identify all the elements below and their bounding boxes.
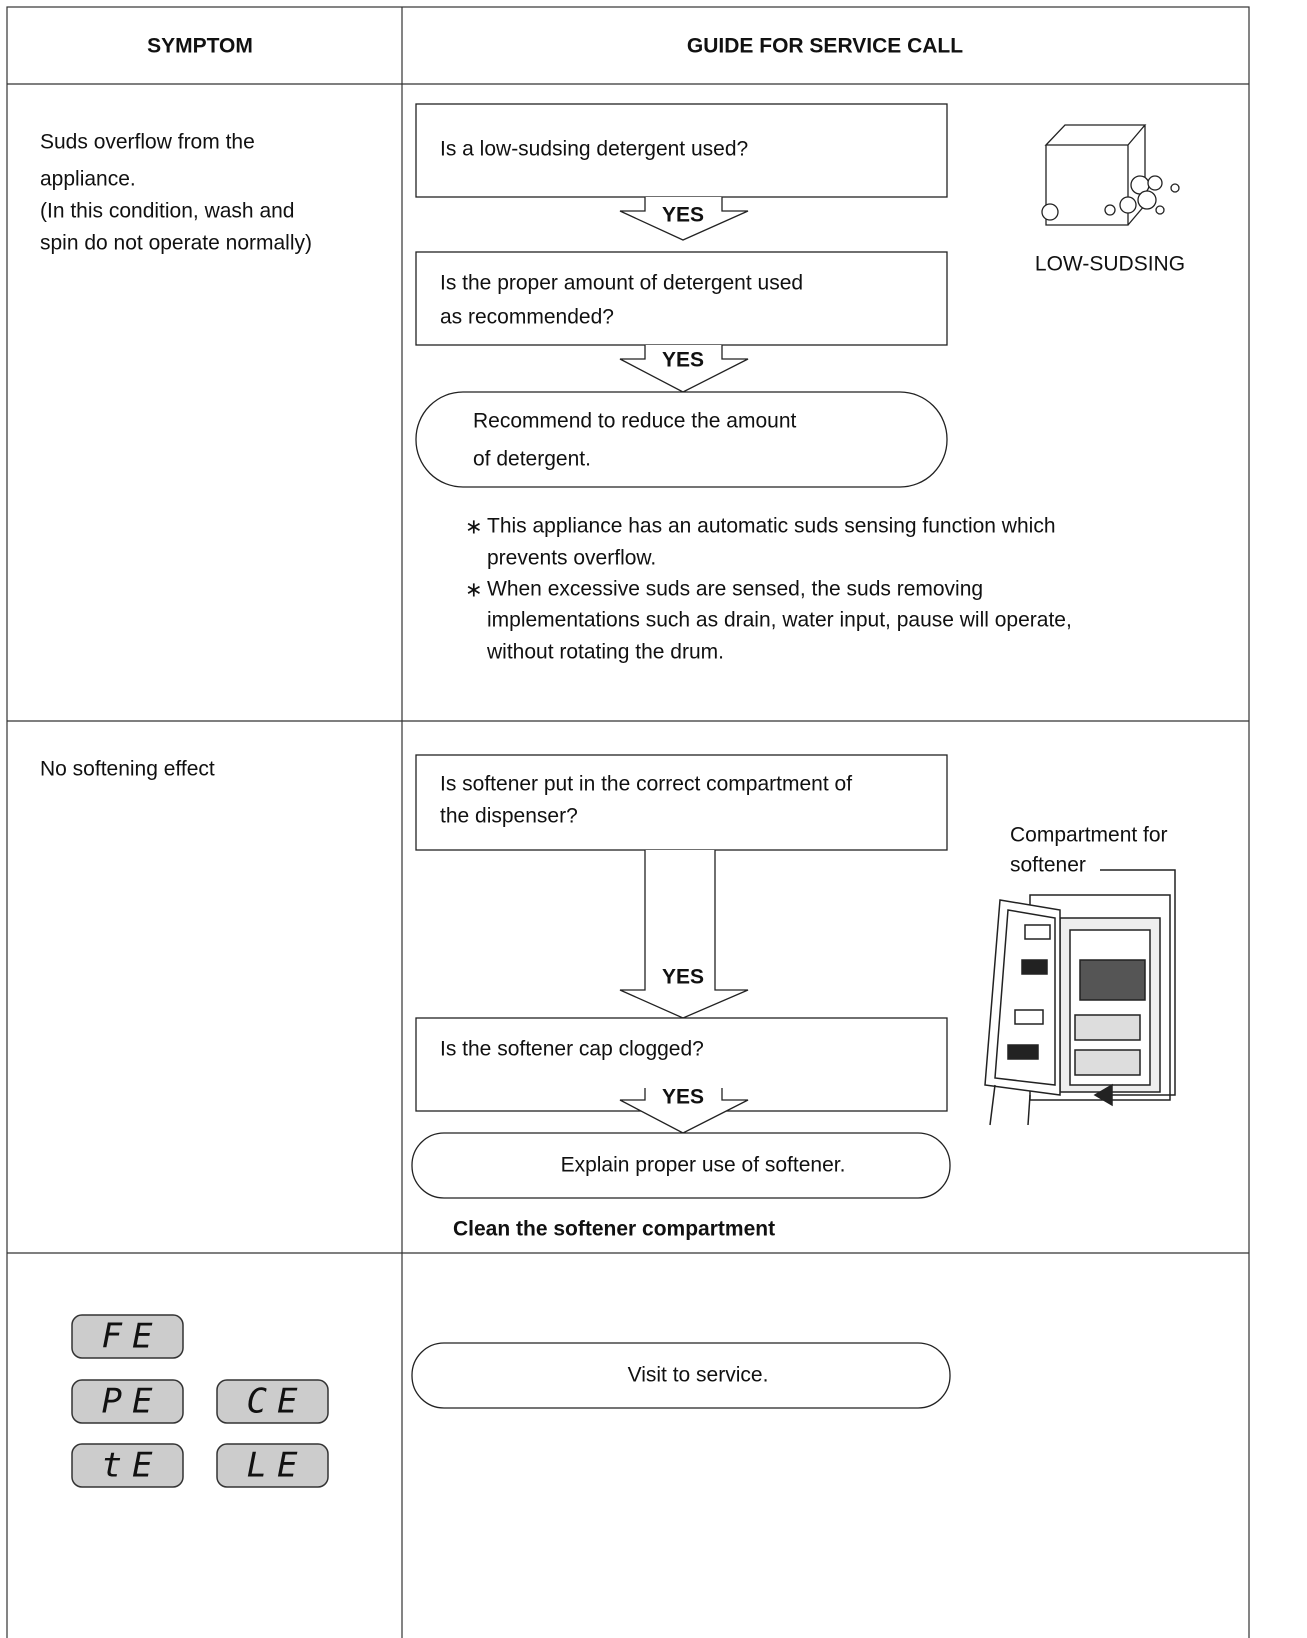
dispenser-illustration (984, 869, 1176, 1126)
step-box (415, 251, 948, 346)
note-text: without rotating the drum. (486, 641, 724, 664)
symptom: appliance. (40, 168, 136, 191)
code-panels (71, 1314, 329, 1488)
error-code: PE (102, 1382, 163, 1422)
note-text: prevents overflow. (487, 547, 656, 570)
symptom: spin do not operate normally) (40, 232, 312, 255)
error-code: CE (247, 1382, 308, 1422)
note-text: When excessive suds are sensed, the suds… (487, 578, 983, 601)
action-text: Clean the softener compartment (453, 1218, 775, 1241)
step-text: Is a low-sudsing detergent used? (440, 138, 748, 161)
step-text: Is the proper amount of detergent used (440, 272, 803, 295)
symptom: Suds overflow from the (40, 131, 255, 154)
image-label: softener (1010, 854, 1086, 877)
symptom: (In this condition, wash and (40, 200, 294, 223)
step-box (415, 103, 948, 198)
result-text: Explain proper use of softener. (561, 1154, 846, 1177)
note-text: This appliance has an automatic suds sen… (487, 515, 1056, 538)
step-text: Is softener put in the correct compartme… (440, 773, 852, 796)
detergent-icon (1041, 124, 1180, 226)
table-grid (6, 6, 1250, 1638)
result-text: Visit to service. (628, 1364, 769, 1387)
result-box (415, 391, 948, 488)
header-symptom: SYMPTOM (147, 35, 253, 58)
answer: YES (662, 204, 704, 227)
header-guide: GUIDE FOR SERVICE CALL (687, 35, 963, 58)
step-box (415, 754, 948, 851)
error-code: LE (247, 1446, 308, 1486)
answer: YES (662, 966, 704, 989)
error-code: FE (102, 1317, 163, 1357)
arrow (619, 197, 749, 241)
error-code: tE (102, 1446, 163, 1486)
answer: YES (662, 1086, 704, 1109)
result-text: Recommend to reduce the amount (473, 410, 797, 433)
result-text: of detergent. (473, 448, 591, 471)
step-text: the dispenser? (440, 805, 578, 828)
result-box (411, 1342, 951, 1409)
step-text: as recommended? (440, 306, 614, 329)
note-marker: ∗ (465, 579, 483, 602)
answer: YES (662, 349, 704, 372)
arrow (619, 850, 749, 1019)
image-label: LOW-SUDSING (1035, 253, 1185, 276)
symptom: No softening effect (40, 758, 215, 781)
image-label: Compartment for (1010, 824, 1168, 847)
note-text: implementations such as drain, water inp… (487, 609, 1072, 632)
note-marker: ∗ (465, 516, 483, 539)
step-text: Is the softener cap clogged? (440, 1038, 704, 1061)
result-box (411, 1132, 951, 1199)
